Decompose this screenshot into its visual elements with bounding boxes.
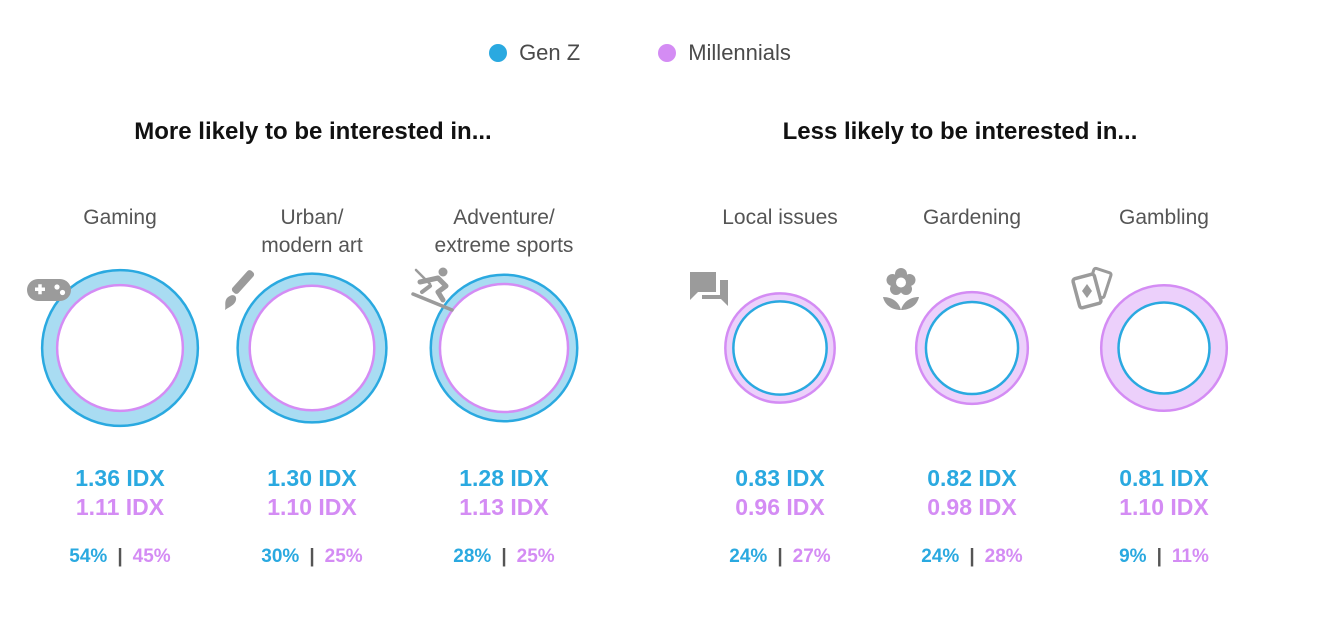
millennials-percent: 25%: [516, 546, 555, 567]
percent-separator: |: [777, 546, 783, 567]
genz-percent: 9%: [1119, 546, 1147, 567]
genz-percent: 54%: [69, 546, 108, 567]
interest-card: Gaming 1.36 IDX 1.11 IDX 54% | 45%: [24, 204, 216, 568]
millennials-ring: [55, 283, 185, 413]
millennials-percent: 28%: [984, 546, 1023, 567]
millennials-ring: [248, 284, 376, 412]
idx-rings: [1068, 264, 1260, 432]
idx-ring-graphic: [429, 273, 579, 423]
legend: Gen Z Millennials: [0, 40, 1280, 66]
idx-ring-graphic: [724, 292, 836, 404]
millennials-ring: [438, 282, 570, 414]
millennials-idx-value: 1.11 IDX: [75, 494, 165, 520]
chat-bubbles-icon: [690, 272, 728, 306]
interest-label: Gaming: [83, 206, 157, 229]
millennials-percent: 27%: [792, 546, 831, 567]
percent-row: 30% | 25%: [216, 546, 408, 568]
genz-idx-value: 1.28 IDX: [459, 465, 549, 491]
section-title-less: Less likely to be interested in...: [782, 118, 1138, 145]
percent-row: 24% | 27%: [684, 546, 876, 568]
legend-label-millennials: Millennials: [688, 40, 791, 65]
genz-ring: [1117, 301, 1211, 395]
interest-card: Urban/ modern art 1.30 IDX 1.10 IDX 30% | 25%: [216, 204, 408, 568]
percent-separator: |: [309, 546, 315, 567]
genz-idx-value: 0.81 IDX: [1119, 465, 1209, 491]
millennials-idx-value: 0.98 IDX: [927, 494, 1017, 520]
millennials-idx-value: 0.96 IDX: [735, 494, 825, 520]
idx-rings: [24, 264, 216, 432]
percent-row: 54% | 45%: [24, 546, 216, 568]
skiing-icon: [411, 267, 454, 312]
genz-idx-value: 1.36 IDX: [75, 465, 165, 491]
interest-label: Adventure/ extreme sports: [434, 206, 574, 257]
idx-ring-graphic: [1099, 283, 1229, 413]
millennials-idx-value: 1.10 IDX: [267, 494, 357, 520]
genz-ring: [924, 300, 1020, 396]
genz-percent: 24%: [729, 546, 768, 567]
percent-row: 24% | 28%: [876, 546, 1068, 568]
interest-label: Gambling: [1119, 206, 1209, 229]
interest-label: Urban/ modern art: [261, 206, 363, 257]
millennials-percent: 45%: [132, 546, 171, 567]
millennials-percent: 25%: [324, 546, 363, 567]
section-title-more: More likely to be interested in...: [134, 118, 492, 145]
flower-icon: [883, 268, 919, 310]
genz-idx-value: 0.82 IDX: [927, 465, 1017, 491]
legend-dot-millennials: [658, 44, 677, 62]
idx-ring-graphic: [914, 290, 1030, 406]
idx-rings: [408, 264, 600, 432]
genz-percent: 28%: [453, 546, 492, 567]
percent-separator: |: [1156, 546, 1162, 567]
interest-label: Gardening: [922, 206, 1022, 229]
genz-ring: [732, 300, 828, 396]
legend-label-genz: Gen Z: [519, 40, 581, 65]
interest-card: Gardening 0.82 IDX 0.98 IDX 24% | 28%: [876, 204, 1068, 568]
percent-row: 28% | 25%: [408, 546, 600, 568]
interest-card: Adventure/ extreme sports 1.28 IDX 1.13 ID…: [408, 204, 600, 568]
playing-cards-icon: [1071, 266, 1113, 310]
millennials-idx-value: 1.13 IDX: [459, 494, 549, 520]
interest-card: Local issues 0.83 IDX 0.96 IDX 24% | 27%: [684, 204, 876, 568]
genz-idx-value: 0.83 IDX: [735, 465, 825, 491]
legend-dot-genz: [489, 44, 508, 62]
genz-percent: 30%: [261, 546, 300, 567]
interest-card: Gambling 0.81 IDX 1.10 IDX 9% | 11%: [1068, 204, 1260, 568]
interest-label: Local issues: [722, 206, 838, 229]
gamepad-icon: [27, 279, 71, 301]
legend-item-millennials: Millennials: [658, 40, 791, 66]
idx-rings: [216, 264, 408, 432]
percent-separator: |: [117, 546, 123, 567]
millennials-idx-value: 1.10 IDX: [1119, 494, 1209, 520]
genz-percent: 24%: [921, 546, 960, 567]
idx-ring-graphic: [236, 272, 388, 424]
genz-idx-value: 1.30 IDX: [267, 465, 357, 491]
idx-rings: [876, 264, 1068, 432]
percent-row: 9% | 11%: [1068, 546, 1260, 568]
percent-separator: |: [969, 546, 975, 567]
millennials-percent: 11%: [1171, 546, 1209, 567]
idx-rings: [684, 264, 876, 432]
percent-separator: |: [501, 546, 507, 567]
legend-item-genz: Gen Z: [489, 40, 580, 66]
paintbrush-icon: [225, 270, 255, 310]
idx-ring-graphic: [40, 268, 200, 428]
